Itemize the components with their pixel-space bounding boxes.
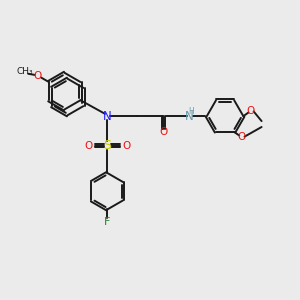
- Text: O: O: [247, 106, 255, 116]
- Text: H: H: [188, 106, 194, 116]
- Text: O: O: [159, 127, 167, 137]
- Text: F: F: [104, 217, 110, 227]
- Text: N: N: [185, 110, 194, 123]
- Text: O: O: [237, 132, 246, 142]
- Text: CH₃: CH₃: [16, 67, 33, 76]
- Text: S: S: [103, 139, 111, 152]
- Text: O: O: [34, 70, 42, 80]
- Text: O: O: [122, 141, 130, 151]
- Text: O: O: [84, 141, 93, 151]
- Text: N: N: [103, 110, 112, 123]
